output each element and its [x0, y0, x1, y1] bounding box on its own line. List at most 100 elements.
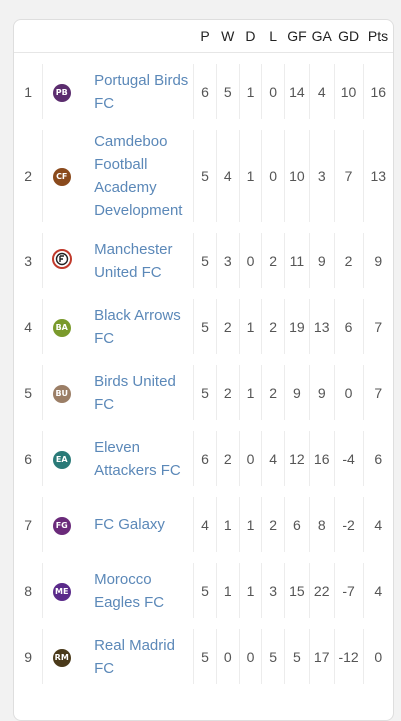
team-name-link[interactable]: Birds United FC — [94, 372, 176, 413]
team-logo-cell: PB — [42, 64, 81, 119]
stat-points: 6 — [362, 431, 393, 486]
stat-won: 1 — [215, 497, 240, 552]
stat-drawn: 0 — [238, 431, 262, 486]
position: 3 — [24, 252, 33, 269]
stat-played: 6 — [193, 431, 217, 486]
team-name-link[interactable]: Portugal Birds FC — [94, 71, 189, 112]
header-won[interactable]: W — [216, 20, 240, 53]
header-drawn[interactable]: D — [239, 20, 262, 53]
table-row[interactable]: 2 CF Camdeboo Football Academy Developmen… — [14, 130, 393, 222]
stat-lost: 5 — [261, 629, 285, 684]
stat-points: 4 — [362, 497, 393, 552]
team-name-link[interactable]: Black Arrows FC — [94, 306, 181, 347]
row-spacer — [14, 53, 393, 65]
stat-won: 2 — [215, 299, 240, 354]
stat-goals-against: 16 — [308, 431, 335, 486]
stat-points: 4 — [362, 563, 393, 618]
stat-goals-for: 19 — [284, 299, 310, 354]
row-spacer — [14, 420, 393, 431]
team-badge-icon: CF — [52, 168, 71, 186]
stat-lost: 4 — [261, 431, 285, 486]
table-row[interactable]: 8 ME Morocco Eagles FC 5 1 1 3 15 22 -7 4 — [14, 563, 393, 618]
stat-goals-for: 14 — [284, 64, 310, 119]
position: 7 — [24, 516, 33, 533]
header-goal-difference[interactable]: GD — [334, 20, 364, 53]
stat-played: 5 — [193, 365, 217, 420]
table-row[interactable]: 1 PB Portugal Birds FC 6 5 1 0 14 4 10 16 — [14, 64, 393, 119]
stat-played: 5 — [193, 299, 217, 354]
stat-goal-difference: 7 — [333, 130, 364, 222]
stat-goal-difference: -2 — [333, 497, 364, 552]
stat-played: 4 — [193, 497, 217, 552]
table-row[interactable]: 9 RM Real Madrid FC 5 0 0 5 5 17 -12 0 — [14, 629, 393, 684]
stat-goals-against: 8 — [308, 497, 335, 552]
stat-goals-against: 4 — [308, 64, 335, 119]
stat-goal-difference: 2 — [333, 233, 364, 288]
team-badge-icon: BA — [52, 318, 71, 337]
header-lost[interactable]: L — [261, 20, 285, 53]
team-logo-cell: EA — [42, 431, 81, 486]
team-logo-cell: BA — [42, 299, 81, 354]
table-row[interactable]: 6 EA Eleven Attackers FC 6 2 0 4 12 16 -4 6 — [14, 431, 393, 486]
row-spacer — [14, 486, 393, 497]
spacer-cell — [14, 618, 393, 629]
stat-goal-difference: -7 — [333, 563, 364, 618]
stat-lost: 2 — [261, 299, 285, 354]
spacer-cell — [14, 354, 393, 365]
row-spacer — [14, 288, 393, 299]
stat-played: 5 — [193, 233, 217, 288]
spacer-cell — [14, 53, 393, 65]
table-row[interactable]: 7 FG FC Galaxy 4 1 1 2 6 8 -2 4 — [14, 497, 393, 552]
team-logo-cell: CF — [42, 130, 81, 222]
team-badge-icon: PB — [52, 83, 71, 102]
stat-played: 6 — [193, 64, 217, 119]
header-blank — [80, 20, 194, 53]
spacer-cell — [14, 288, 393, 299]
team-name-link[interactable]: Eleven Attackers FC — [94, 438, 181, 479]
stat-goals-for: 5 — [284, 629, 310, 684]
position: 9 — [24, 648, 33, 665]
team-name-link[interactable]: Camdeboo Football Academy Development — [94, 133, 183, 219]
position: 6 — [24, 450, 33, 467]
stat-goals-for: 11 — [284, 233, 310, 288]
stat-played: 5 — [193, 563, 217, 618]
header-goals-against[interactable]: GA — [309, 20, 335, 53]
stat-lost: 0 — [261, 130, 285, 222]
table-row[interactable]: 5 BU Birds United FC 5 2 1 2 9 9 0 7 — [14, 365, 393, 420]
header-points[interactable]: Pts — [363, 20, 393, 53]
stat-goals-against: 3 — [308, 130, 335, 222]
stat-won: 1 — [215, 563, 240, 618]
stat-drawn: 1 — [238, 299, 262, 354]
table-row[interactable]: 3 Manchester United FC 5 3 0 2 11 9 2 9 — [14, 233, 393, 288]
team-badge-icon: EA — [52, 450, 71, 469]
standings-card: P W D L GF GA GD Pts 1 PB Portugal Birds … — [13, 19, 394, 721]
header-goals-for[interactable]: GF — [284, 20, 310, 53]
team-logo-cell: FG — [42, 497, 81, 552]
stat-lost: 0 — [261, 64, 285, 119]
stat-drawn: 1 — [238, 563, 262, 618]
stat-points: 13 — [362, 130, 393, 222]
stat-goals-for: 9 — [284, 365, 310, 420]
stat-lost: 2 — [261, 233, 285, 288]
stat-drawn: 1 — [238, 365, 262, 420]
stat-goals-for: 6 — [284, 497, 310, 552]
stat-played: 5 — [193, 629, 217, 684]
table-row[interactable]: 4 BA Black Arrows FC 5 2 1 2 19 13 6 7 — [14, 299, 393, 354]
stat-lost: 3 — [261, 563, 285, 618]
stat-goals-for: 15 — [284, 563, 310, 618]
team-name-link[interactable]: Manchester United FC — [94, 240, 173, 281]
header-played[interactable]: P — [193, 20, 217, 53]
stat-goal-difference: 6 — [333, 299, 364, 354]
position: 1 — [24, 83, 33, 100]
team-name-link[interactable]: Real Madrid FC — [94, 636, 175, 677]
stat-points: 0 — [362, 629, 393, 684]
team-name-link[interactable]: FC Galaxy — [94, 516, 165, 533]
stat-goals-for: 10 — [284, 130, 310, 222]
stat-won: 3 — [215, 233, 240, 288]
team-badge-icon: BU — [52, 384, 71, 403]
stat-points: 7 — [362, 299, 393, 354]
stat-won: 2 — [215, 365, 240, 420]
team-name-link[interactable]: Morocco Eagles FC — [94, 570, 165, 611]
stat-drawn: 0 — [238, 233, 262, 288]
stat-goals-for: 12 — [284, 431, 310, 486]
